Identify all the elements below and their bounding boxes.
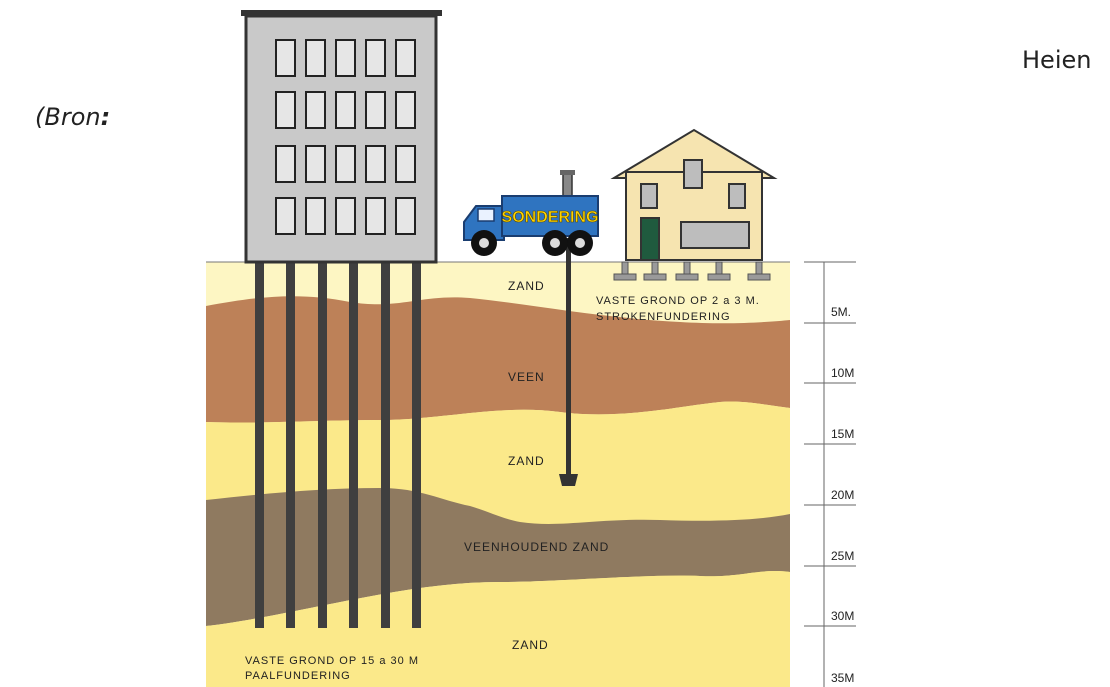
source-caption-text: (Bron [35,103,101,131]
depth-label-35: 35M [831,671,854,685]
house [610,128,778,281]
heien-label: Heien [1022,46,1092,74]
building-note-line2: PAALFUNDERING [245,670,351,682]
sondering-truck: SONDERING [463,170,599,256]
depth-scale: 5M. 10M 15M 20M 25M 30M 35M [804,261,856,687]
building-note-line1: VASTE GROND OP 15 a 30 M [245,655,419,667]
house-note-line1: VASTE GROND OP 2 a 3 M. [596,295,760,307]
foundation-piles [255,262,421,628]
source-caption-colon: : [100,103,111,131]
depth-label-25: 25M [831,549,854,563]
probe-tip [559,474,578,486]
depth-label-15: 15M [831,427,854,441]
depth-label-5: 5M. [831,305,851,319]
depth-label-30: 30M [831,609,854,623]
layer-label-bottom-sand: ZAND [512,638,549,652]
layer-label-peaty-sand: VEENHOUDEND ZAND [464,540,609,554]
house-note-line2: STROKENFUNDERING [596,311,731,323]
layer-label-peat: VEEN [508,370,545,384]
tall-building [241,10,442,264]
depth-label-10: 10M [831,366,854,380]
source-caption: (Bron: [35,103,110,131]
probe-rod [566,238,571,474]
layer-label-mid-sand: ZAND [508,454,545,468]
depth-label-20: 20M [831,488,854,502]
layer-label-top-sand: ZAND [508,279,545,293]
truck-sign-text: SONDERING [502,209,599,226]
